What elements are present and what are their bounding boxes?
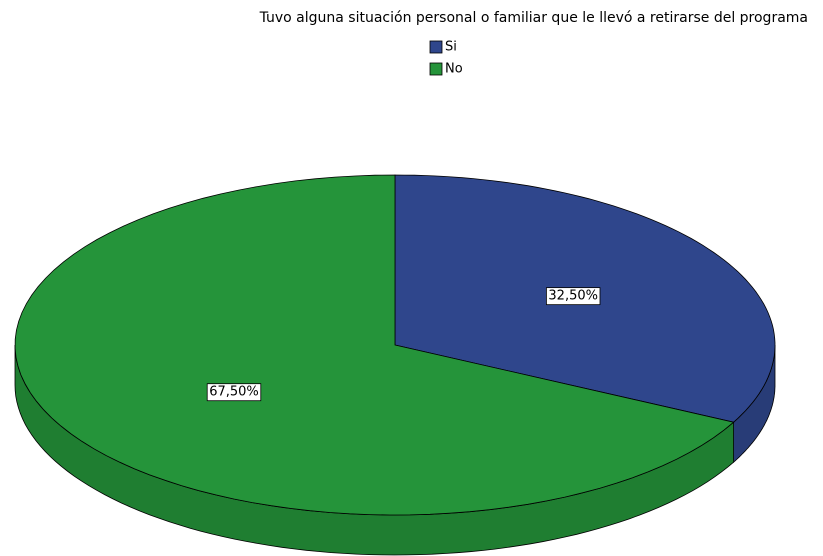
legend-swatch xyxy=(429,40,443,54)
value-label-box xyxy=(546,287,601,306)
legend-swatch xyxy=(429,62,443,76)
slice xyxy=(14,174,735,516)
value-label-box xyxy=(206,383,262,402)
value-label: 67,50% xyxy=(209,385,259,400)
legend-label: No xyxy=(445,62,463,77)
value-label: 32,50% xyxy=(548,289,598,304)
legend-label: Si xyxy=(445,40,457,55)
chart-title: Tuvo alguna situación personal o familia… xyxy=(259,10,808,26)
